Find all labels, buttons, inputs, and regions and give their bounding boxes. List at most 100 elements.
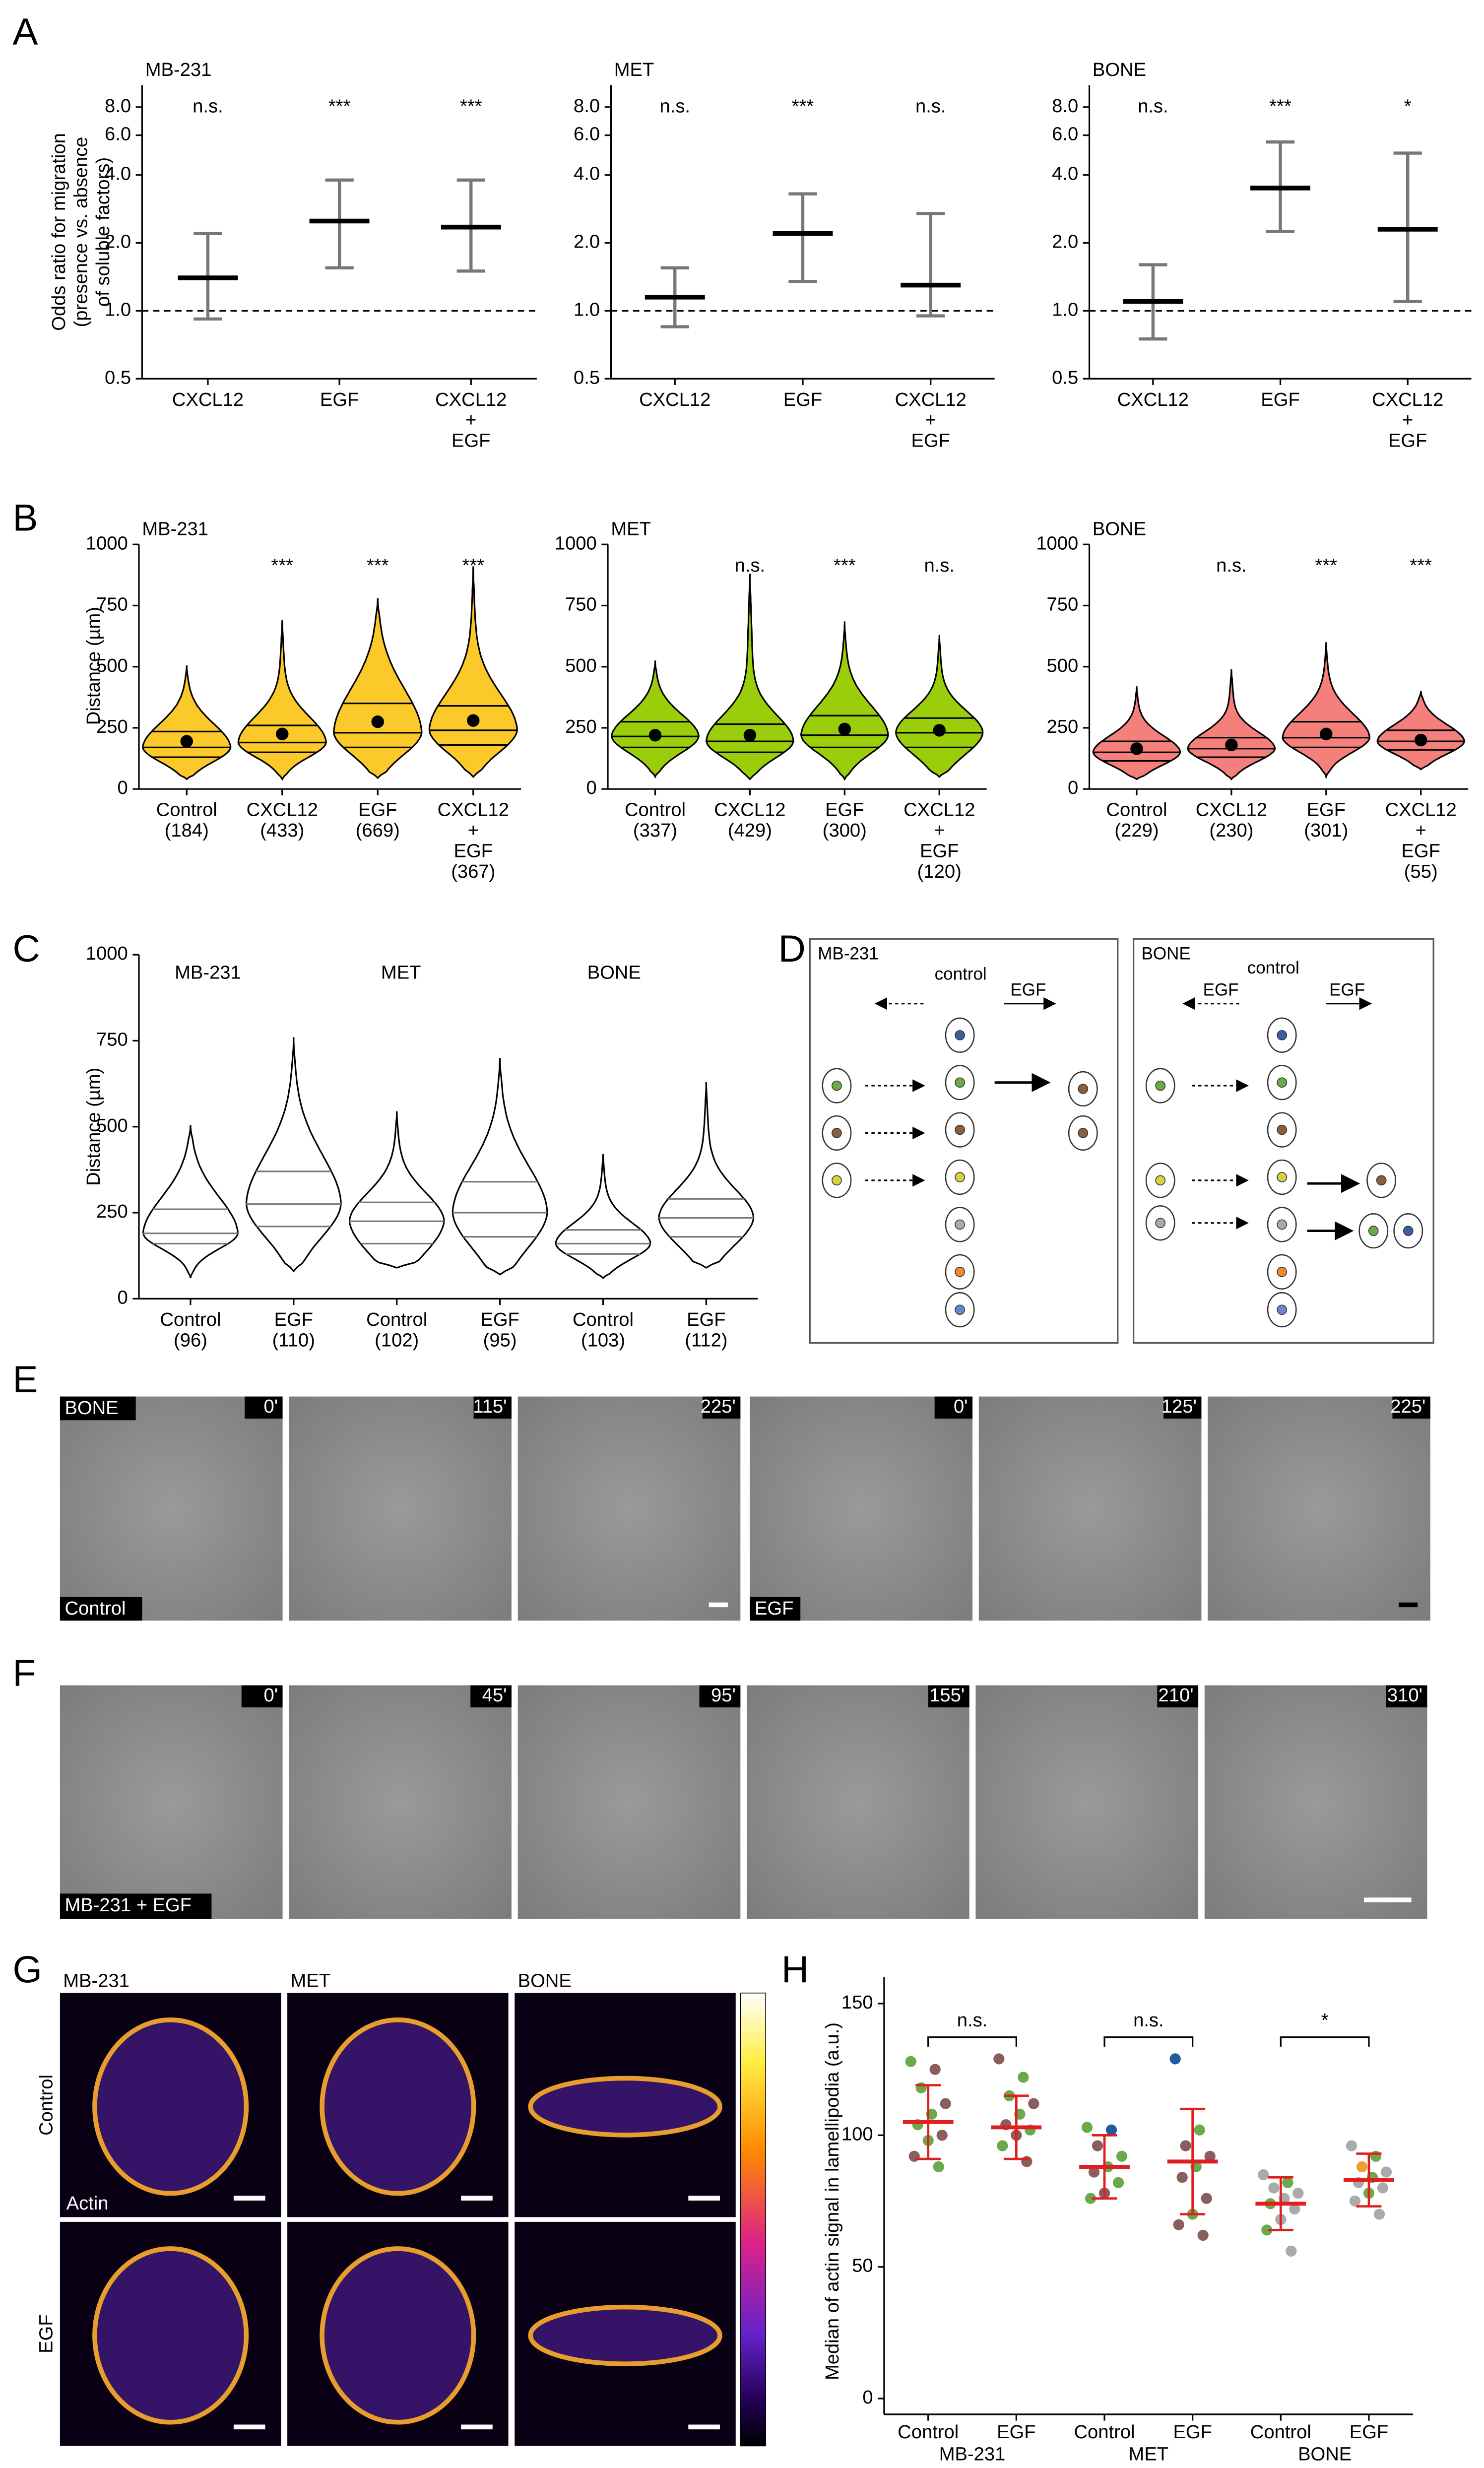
- data-point: [1194, 2124, 1205, 2136]
- mean-dot: [467, 714, 480, 727]
- condition-label: EGF: [755, 1598, 793, 1619]
- x-tick-label: EGF: [454, 840, 493, 861]
- bracket: [1280, 2036, 1370, 2047]
- nucleus: [1376, 1175, 1387, 1186]
- y-axis-label: of soluble factors): [92, 157, 114, 307]
- significance-label: n.s.: [1133, 2010, 1164, 2031]
- group-label: MB-231: [175, 962, 241, 983]
- y-tick-label: 1000: [86, 532, 128, 554]
- label-bg: [1163, 1396, 1202, 1419]
- violin: [428, 566, 518, 778]
- mean-dot: [371, 715, 385, 728]
- column-label: MB-231: [63, 1970, 129, 1992]
- chart-title: MET: [614, 59, 654, 80]
- y-tick-label: 500: [96, 1115, 128, 1136]
- x-tick-label: (96): [174, 1329, 207, 1351]
- x-tick-label: (301): [1304, 820, 1348, 841]
- diagram-label: EGF: [1329, 980, 1365, 999]
- label-bg: [1386, 1685, 1427, 1708]
- x-tick-label: CXCL12: [1372, 389, 1443, 410]
- significance-label: ***: [834, 555, 856, 576]
- y-tick-label: 0.5: [1052, 367, 1078, 388]
- micrograph: [517, 1685, 741, 1919]
- violin: [800, 621, 889, 781]
- data-point: [1346, 2140, 1357, 2151]
- y-tick-label: 1.0: [574, 299, 600, 320]
- nucleus: [955, 1219, 965, 1230]
- cells: [822, 1017, 1423, 1328]
- nucleus: [1155, 1218, 1166, 1229]
- x-tick-label: EGF: [997, 2421, 1035, 2443]
- x-tick-label: Control: [898, 2421, 959, 2443]
- y-tick-label: 750: [565, 594, 597, 615]
- x-tick-label: (337): [633, 820, 677, 841]
- time-label: 95': [711, 1685, 736, 1706]
- time-label: 45': [482, 1685, 507, 1706]
- x-tick-label: EGF: [452, 430, 490, 452]
- data-point: [1092, 2140, 1103, 2151]
- nucleus: [1155, 1080, 1166, 1091]
- group-label: BONE: [587, 962, 641, 983]
- y-axis-label: Distance (µm): [83, 607, 104, 725]
- micrograph: [1204, 1685, 1427, 1919]
- mean-dot: [1320, 727, 1333, 740]
- mean-dot: [933, 724, 946, 737]
- x-tick-label: EGF: [320, 389, 359, 410]
- mean-dot: [1130, 742, 1143, 755]
- x-tick-label: CXCL12: [438, 799, 509, 821]
- significance-label: n.s.: [193, 95, 223, 117]
- x-tick-label: +: [1402, 409, 1413, 431]
- data-point: [936, 2130, 948, 2141]
- data-point: [1081, 2122, 1093, 2133]
- violin: [555, 1154, 651, 1279]
- column-label: MET: [290, 1970, 330, 1992]
- colorbar: [740, 1992, 767, 2447]
- time-label: 125': [1161, 1396, 1197, 1417]
- significance-label: n.s.: [735, 555, 766, 576]
- diagram-label: control: [1247, 958, 1299, 977]
- micrograph: [1208, 1396, 1430, 1621]
- x-tick-label: +: [465, 409, 476, 431]
- chart-title: MET: [611, 519, 651, 540]
- violin: [1187, 669, 1276, 780]
- data-point: [1028, 2098, 1039, 2109]
- panel-letter: F: [12, 1652, 36, 1694]
- x-tick-label: Control: [366, 1309, 427, 1330]
- mean-dot: [276, 727, 289, 740]
- y-tick-label: 6.0: [1052, 124, 1078, 145]
- nucleus: [1277, 1077, 1288, 1088]
- x-tick-label: (110): [272, 1329, 315, 1351]
- nucleus: [1403, 1226, 1414, 1236]
- violin: [333, 598, 423, 779]
- y-tick-label: 2.0: [1052, 231, 1078, 253]
- x-tick-label: (669): [356, 820, 400, 841]
- y-tick-label: 6.0: [574, 124, 600, 145]
- x-tick-label: EGF: [358, 799, 397, 821]
- label-bg: [60, 1597, 142, 1621]
- time-label: 210': [1159, 1685, 1194, 1706]
- x-tick-label: (367): [451, 861, 495, 882]
- y-tick-label: 0: [1068, 777, 1078, 798]
- x-tick-label: EGF: [480, 1309, 519, 1330]
- data-point: [908, 2150, 920, 2162]
- data-point: [1258, 2169, 1269, 2181]
- y-tick-label: 0.5: [574, 367, 600, 388]
- y-tick-label: 750: [96, 594, 128, 615]
- mean-dot: [743, 728, 757, 742]
- micrograph: [747, 1685, 969, 1919]
- data-point: [1373, 2208, 1385, 2220]
- y-tick-label: 1.0: [105, 299, 131, 320]
- y-tick-label: 500: [1047, 655, 1079, 676]
- data-point: [1173, 2219, 1184, 2230]
- y-tick-label: 0: [117, 1287, 128, 1308]
- label-bg: [470, 1685, 512, 1708]
- significance-label: ***: [367, 555, 389, 576]
- y-tick-label: 1000: [1036, 532, 1078, 554]
- data-point: [1176, 2172, 1188, 2183]
- y-tick-label: 50: [852, 2255, 873, 2276]
- data-point: [929, 2064, 941, 2075]
- x-tick-label: EGF: [274, 1309, 313, 1330]
- data-point: [1112, 2177, 1124, 2188]
- x-tick-label: (230): [1209, 820, 1253, 841]
- bracket: [927, 2036, 1017, 2047]
